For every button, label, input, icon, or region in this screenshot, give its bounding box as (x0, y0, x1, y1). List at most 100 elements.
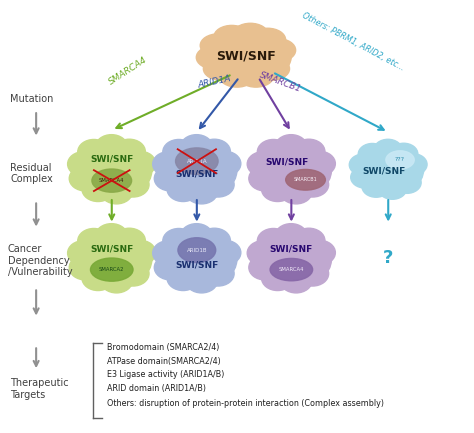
Text: Mutation: Mutation (10, 94, 54, 104)
Ellipse shape (95, 224, 128, 249)
Text: SMARCA2: SMARCA2 (99, 267, 125, 272)
Ellipse shape (250, 28, 286, 52)
Ellipse shape (185, 179, 218, 204)
Ellipse shape (100, 179, 133, 204)
Text: SWI/SNF: SWI/SNF (90, 245, 133, 254)
Ellipse shape (124, 240, 156, 265)
Ellipse shape (113, 228, 146, 253)
Ellipse shape (257, 139, 290, 164)
Ellipse shape (78, 229, 110, 253)
Ellipse shape (198, 139, 230, 164)
Text: Others: disruption of protein-protein interaction (Complex assembly): Others: disruption of protein-protein in… (107, 399, 384, 408)
Ellipse shape (167, 177, 199, 201)
Ellipse shape (262, 177, 294, 201)
Ellipse shape (185, 268, 218, 293)
Text: SWI/SNF: SWI/SNF (362, 167, 405, 176)
Text: ???: ??? (395, 158, 405, 162)
Text: SMARCA4: SMARCA4 (99, 178, 125, 183)
Ellipse shape (155, 255, 186, 280)
Ellipse shape (280, 268, 312, 293)
Ellipse shape (153, 241, 185, 265)
Ellipse shape (92, 169, 132, 192)
Ellipse shape (95, 135, 128, 159)
Ellipse shape (374, 139, 402, 161)
Ellipse shape (378, 178, 407, 199)
Ellipse shape (69, 166, 101, 191)
Ellipse shape (82, 266, 114, 291)
Text: ARID1A: ARID1A (197, 74, 232, 90)
Ellipse shape (247, 152, 279, 177)
Ellipse shape (260, 39, 296, 62)
Ellipse shape (124, 151, 156, 176)
Ellipse shape (72, 227, 152, 290)
Ellipse shape (293, 139, 325, 164)
Ellipse shape (198, 228, 230, 253)
Ellipse shape (72, 139, 152, 200)
Ellipse shape (156, 139, 237, 200)
Ellipse shape (249, 166, 281, 191)
Ellipse shape (293, 228, 325, 253)
Ellipse shape (163, 139, 195, 164)
Text: SMARCA4: SMARCA4 (107, 55, 149, 87)
Ellipse shape (209, 151, 241, 176)
Text: SMARCB1: SMARCB1 (294, 177, 318, 182)
Ellipse shape (78, 139, 110, 164)
Ellipse shape (181, 224, 213, 249)
Text: Cancer
Dependency
/Vulnerability: Cancer Dependency /Vulnerability (8, 244, 73, 277)
Ellipse shape (386, 151, 414, 169)
Ellipse shape (201, 26, 292, 84)
Ellipse shape (257, 229, 290, 253)
Ellipse shape (163, 229, 195, 253)
Ellipse shape (156, 227, 237, 290)
Ellipse shape (202, 172, 234, 197)
Ellipse shape (249, 255, 281, 280)
Text: ARID1B: ARID1B (187, 248, 207, 252)
Ellipse shape (390, 143, 418, 165)
Ellipse shape (280, 179, 312, 204)
Ellipse shape (68, 152, 100, 177)
Text: ATPase domain(SMARCA2/4): ATPase domain(SMARCA2/4) (107, 357, 221, 365)
Ellipse shape (209, 240, 241, 265)
Text: SWI/SNF: SWI/SNF (265, 158, 308, 166)
Ellipse shape (351, 167, 379, 188)
Ellipse shape (286, 169, 325, 190)
Ellipse shape (200, 34, 236, 57)
Ellipse shape (153, 152, 185, 177)
Ellipse shape (203, 57, 239, 80)
Ellipse shape (202, 261, 234, 286)
Ellipse shape (214, 26, 250, 48)
Ellipse shape (262, 266, 294, 291)
Ellipse shape (113, 139, 146, 164)
Ellipse shape (155, 166, 186, 191)
Ellipse shape (393, 172, 421, 194)
Ellipse shape (297, 172, 328, 197)
Ellipse shape (117, 172, 149, 197)
Ellipse shape (117, 261, 149, 286)
Ellipse shape (254, 57, 290, 80)
Ellipse shape (358, 143, 387, 165)
Text: Therapeutic
Targets: Therapeutic Targets (10, 378, 69, 400)
Text: SWI/SNF: SWI/SNF (175, 170, 219, 179)
Text: SWI/SNF: SWI/SNF (90, 155, 133, 164)
Ellipse shape (232, 23, 268, 46)
Ellipse shape (100, 268, 133, 293)
Ellipse shape (303, 151, 336, 176)
Text: SMARCA4: SMARCA4 (279, 267, 304, 272)
Ellipse shape (275, 135, 307, 159)
Ellipse shape (91, 258, 133, 281)
Ellipse shape (251, 139, 331, 200)
Text: ARID domain (ARID1A/B): ARID domain (ARID1A/B) (107, 384, 206, 393)
Text: ?: ? (383, 249, 393, 268)
Ellipse shape (362, 176, 390, 197)
Text: SWI/SNF: SWI/SNF (175, 260, 219, 269)
Text: E3 Ligase activity (ARID1A/B): E3 Ligase activity (ARID1A/B) (107, 370, 224, 379)
Ellipse shape (270, 259, 313, 281)
Ellipse shape (303, 240, 336, 265)
Ellipse shape (349, 154, 378, 175)
Ellipse shape (353, 142, 424, 196)
Text: SMARCB1: SMARCB1 (258, 70, 303, 94)
Text: Residual
Complex: Residual Complex (10, 163, 53, 184)
Ellipse shape (297, 261, 328, 286)
Ellipse shape (219, 64, 255, 87)
Ellipse shape (167, 266, 199, 291)
